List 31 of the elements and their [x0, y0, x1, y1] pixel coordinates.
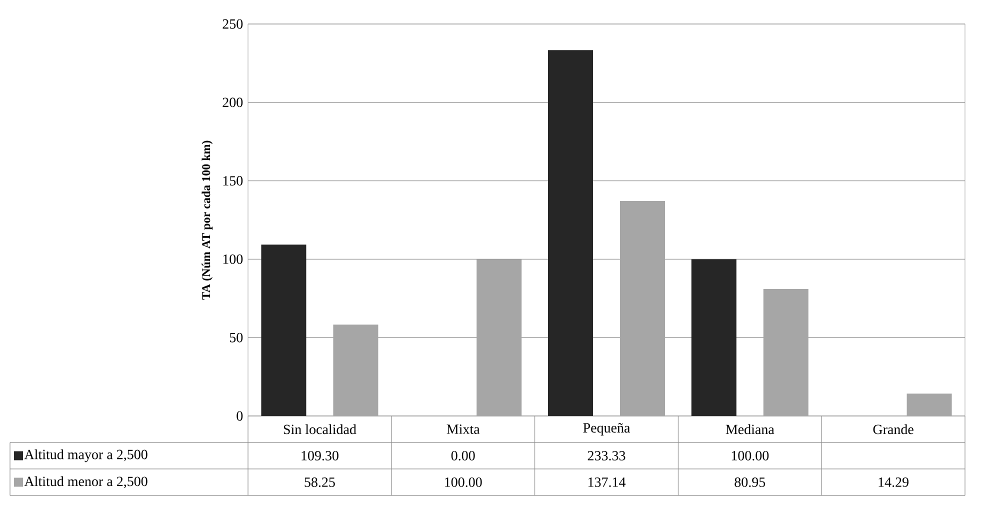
- y-tick-label: 150: [223, 176, 243, 186]
- bar: [476, 259, 522, 416]
- bar: [763, 289, 808, 416]
- data-label: 109.30: [302, 450, 338, 460]
- data-label: 80.95: [734, 477, 766, 487]
- data-label: 58.25: [304, 477, 335, 487]
- data-label: 137.14: [588, 478, 626, 487]
- bar: [548, 50, 594, 416]
- data-label: 233.33: [588, 451, 626, 460]
- x-tick-label: Sin localidad: [284, 424, 356, 434]
- y-tick-label: 0: [236, 411, 243, 421]
- data-label: 100.00: [445, 477, 482, 487]
- x-tick-label: Grande: [873, 424, 914, 434]
- legend-label: Altitud menor a 2,500: [24, 476, 148, 488]
- legend-label: Altitud mayor a 2,500: [24, 449, 148, 462]
- y-tick-label: 250: [222, 19, 243, 29]
- bar: [261, 244, 306, 416]
- x-tick-label: Mixta: [446, 424, 480, 434]
- data-label: 0.00: [451, 450, 475, 460]
- bar: [620, 200, 665, 416]
- data-label: 14.29: [878, 478, 908, 487]
- bar: [906, 394, 952, 416]
- data-label: 100.00: [732, 450, 769, 460]
- x-tick-label: Mediana: [726, 424, 774, 434]
- y-axis-title: TA (Núm AT por cada 100 km): [202, 140, 213, 300]
- bar: [333, 324, 378, 416]
- x-tick-label: Pequeña: [583, 423, 630, 436]
- y-tick-label: 100: [223, 254, 243, 264]
- y-tick-label: 50: [230, 332, 243, 342]
- y-tick-label: 200: [222, 98, 243, 108]
- bar: [691, 259, 736, 416]
